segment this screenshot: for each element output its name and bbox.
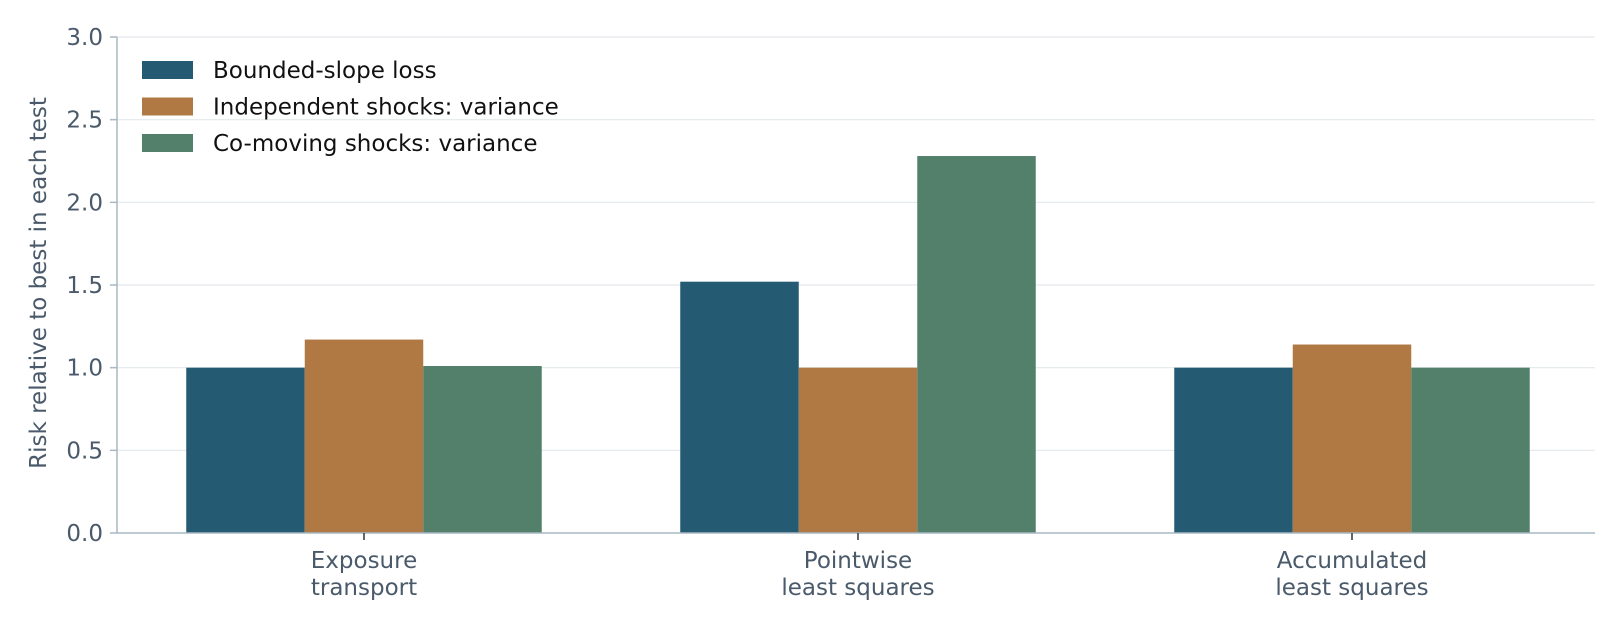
- x-tick-label: Accumulated: [1277, 548, 1427, 574]
- y-tick-label: 2.0: [66, 190, 103, 216]
- x-tick-label: least squares: [1275, 575, 1428, 601]
- y-tick-label: 1.0: [66, 356, 103, 382]
- x-tick-label: transport: [311, 575, 417, 601]
- bars: [186, 156, 1530, 534]
- y-tick-label: 1.5: [66, 273, 103, 299]
- x-tick-label: least squares: [781, 575, 934, 601]
- bar-bounded-slope-loss-3: [1174, 367, 1293, 533]
- legend-swatch: [142, 97, 193, 116]
- legend-label: Bounded-slope loss: [213, 58, 437, 84]
- y-tick-label: 0.5: [66, 438, 103, 464]
- bar-co-moving-shocks-variance-2: [917, 156, 1036, 534]
- y-tick-label: 0.0: [66, 521, 103, 547]
- bar-independent-shocks-variance-1: [304, 339, 424, 533]
- x-tick-label: Exposure: [311, 548, 417, 574]
- legend-swatch: [142, 61, 193, 79]
- legend: Bounded-slope loss Independent shocks: va…: [142, 58, 559, 157]
- bar-bounded-slope-loss-2: [680, 281, 799, 533]
- bar-bounded-slope-loss-1: [186, 367, 305, 533]
- y-tick-label: 2.5: [66, 108, 103, 134]
- bar-co-moving-shocks-variance-3: [1411, 367, 1530, 533]
- legend-swatch: [142, 134, 193, 152]
- x-tick-label: Pointwise: [804, 548, 912, 574]
- y-ticks: 0.0 0.5 1.0 1.5 2.0 2.5 3.0: [66, 25, 117, 547]
- bar-co-moving-shocks-variance-1: [423, 366, 542, 533]
- bar-independent-shocks-variance-2: [798, 367, 918, 533]
- y-tick-label: 3.0: [66, 25, 103, 51]
- y-axis-label: Risk relative to best in each test: [26, 97, 52, 469]
- bar-independent-shocks-variance-3: [1292, 344, 1412, 533]
- legend-label: Co-moving shocks: variance: [213, 131, 537, 157]
- legend-label: Independent shocks: variance: [213, 95, 559, 121]
